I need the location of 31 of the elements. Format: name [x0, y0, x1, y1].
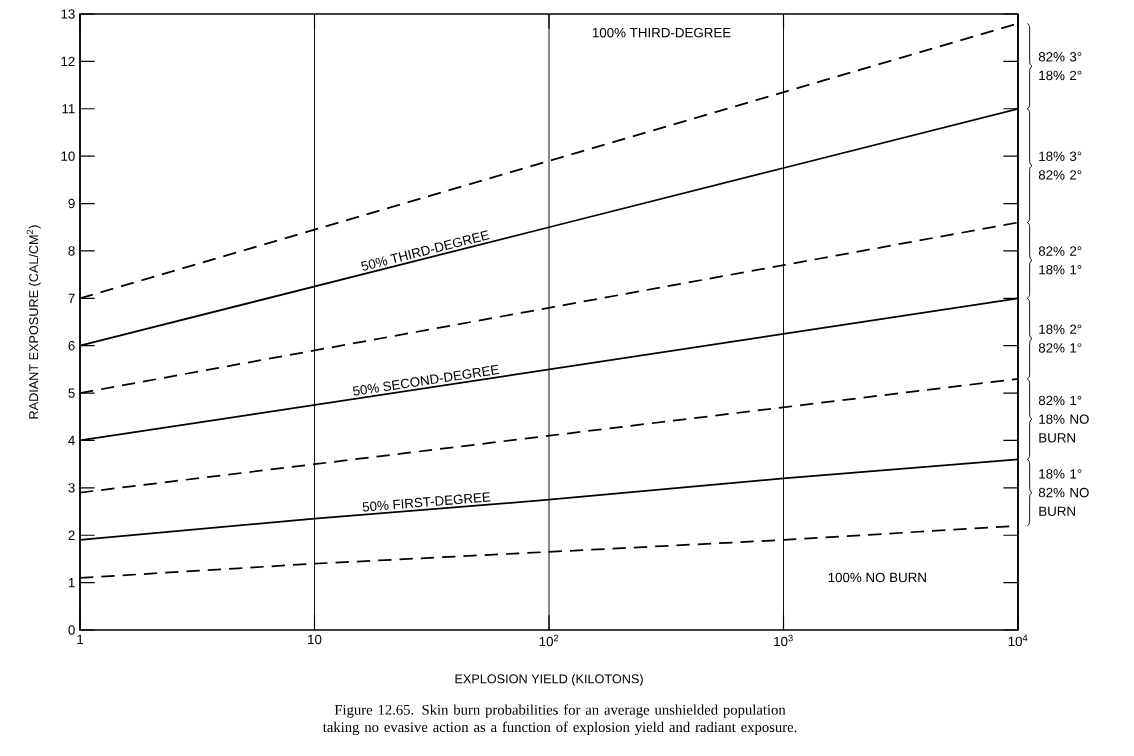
y-tick-label: 3 — [68, 483, 75, 493]
series-label: 50% FIRST-DEGREE — [362, 492, 491, 512]
y-tick-label: 0 — [68, 625, 75, 635]
y-tick-label: 12 — [61, 56, 75, 67]
y-tick-label: 11 — [62, 104, 75, 114]
y-tick-label: 4 — [68, 435, 75, 446]
x-tick-label: 10$^{3}$ — [774, 634, 793, 647]
annotation: 100% THIRD-DEGREE — [592, 27, 731, 38]
x-tick-label: 10$^{2}$ — [539, 634, 559, 647]
x-tick-label: 1 — [77, 634, 84, 644]
text: 82% 2° 18% 1° — [1038, 246, 1082, 275]
y-tick-label: 9 — [68, 198, 75, 209]
y-tick-label: 6 — [68, 340, 75, 351]
annotation: 100% NO BURN — [828, 572, 926, 583]
text: 82% 1° 18% NO BURN — [1038, 395, 1089, 443]
x-tick-label: 10$^{4}$ — [1008, 634, 1028, 647]
text: 18% 1° 82% NO BURN — [1038, 469, 1089, 516]
y-tick-label: 10 — [61, 151, 75, 161]
x-axis-title: EXPLOSION YIELD (KILOTONS) — [455, 674, 643, 686]
y-tick-label: 13 — [61, 9, 75, 19]
text: 18% 3° 82% 2° — [1038, 151, 1082, 180]
caption: Figure 12.65. Skin burn probabilities for an average unshielded population taking no evasive action as a function of explosion yield and radiant exposure. — [322, 704, 797, 736]
x-tick-label: 10 — [308, 634, 322, 645]
y-axis-title: RADIANT EXPOSURE (CAL/CM$^{2}$) — [26, 225, 41, 419]
y-tick-label: 1 — [68, 578, 75, 588]
text: 18% 2° 82% 1° — [1038, 324, 1082, 353]
text: 82% 3° 18% 2° — [1038, 52, 1082, 81]
y-tick-label: 7 — [68, 293, 75, 303]
y-tick-label: 8 — [68, 246, 75, 256]
y-tick-label: 5 — [68, 388, 75, 398]
y-tick-label: 2 — [68, 530, 75, 540]
